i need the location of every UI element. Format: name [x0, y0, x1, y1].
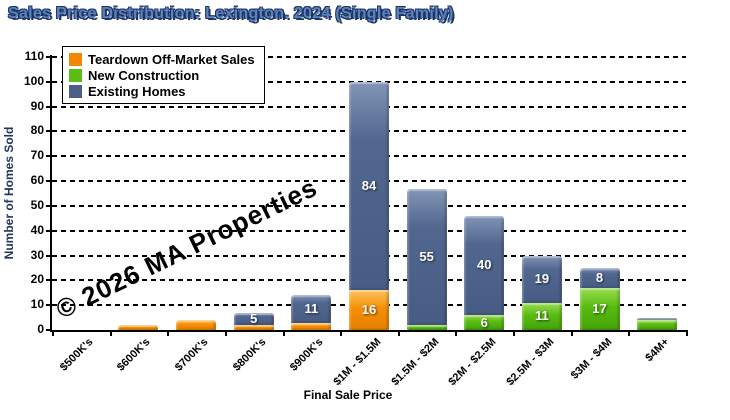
value-label: 5 [250, 310, 258, 326]
chart-title: Sales Price Distribution: Lexington. 202… [8, 5, 454, 22]
legend-label: Teardown Off-Market Sales [88, 51, 255, 67]
value-label: 19 [534, 271, 550, 287]
bar-segment-new-construction [637, 320, 678, 330]
y-tick-label: 30 [30, 247, 44, 262]
y-tick-label: 10 [30, 297, 44, 312]
y-tick-mark [46, 130, 52, 133]
y-tick-label: 80 [30, 123, 44, 138]
value-label: 16 [361, 302, 377, 318]
bar-segment-new-construction [579, 287, 620, 330]
value-label: 6 [480, 314, 488, 330]
value-label: 55 [419, 248, 434, 264]
legend-swatch-green [69, 68, 82, 82]
y-tick-mark [46, 229, 52, 232]
legend-label: New Construction [88, 67, 200, 83]
y-tick-mark [46, 180, 52, 183]
y-axis-line [50, 55, 52, 332]
x-tick-mark [513, 332, 516, 336]
x-tick-mark [167, 332, 170, 336]
y-tick-label: 100 [23, 73, 44, 88]
value-label: 84 [361, 178, 377, 194]
y-tick-label: 90 [30, 98, 44, 113]
x-axis-line [50, 330, 688, 332]
bar-segment-new-construction [464, 315, 505, 330]
value-label: 11 [304, 300, 319, 316]
x-tick-mark [455, 332, 458, 336]
y-tick-label: 50 [30, 197, 44, 212]
bar-segment-existing-homes [291, 295, 332, 323]
bar-segment-existing-homes [349, 81, 389, 291]
bar-segment-existing-homes [521, 255, 562, 303]
legend-swatch-blue [69, 84, 82, 98]
y-tick-mark [46, 304, 52, 307]
y-tick-mark [46, 80, 52, 83]
x-tick-mark [282, 332, 285, 336]
y-tick-mark [46, 105, 52, 108]
x-tick-mark [628, 332, 631, 336]
bar-segment-existing-homes [233, 312, 274, 326]
bar-segment-existing-homes [579, 267, 620, 288]
bar-segment-existing-homes [637, 317, 678, 321]
y-tick-label: 40 [30, 222, 44, 237]
y-tick-label: 70 [30, 148, 44, 163]
value-label: 8 [595, 269, 604, 285]
bar-segment-teardown-off-market-sales [176, 320, 217, 330]
bar-segment-new-construction [406, 325, 447, 330]
watermark: © 2026 MA Properties [51, 171, 323, 325]
bar-segment-existing-homes [406, 188, 447, 326]
x-tick-mark [397, 332, 400, 336]
x-tick-mark [340, 332, 343, 336]
value-label: 40 [477, 257, 492, 273]
x-tick-mark [109, 332, 112, 336]
bar-segment-new-construction [521, 302, 562, 330]
x-tick-mark [570, 332, 573, 336]
bar-segment-teardown-off-market-sales [291, 322, 332, 330]
value-label: 11 [535, 308, 549, 324]
y-tick-mark [46, 56, 52, 58]
gridline-110 [52, 56, 686, 58]
y-tick-label: 0 [37, 322, 44, 336]
y-tick-label: 60 [30, 173, 44, 188]
legend-item: Teardown Off-Market Sales [69, 51, 255, 67]
x-tick-mark [224, 332, 227, 336]
bar-segment-teardown-off-market-sales [349, 290, 389, 330]
x-tick-mark [686, 332, 688, 336]
legend-item: Existing Homes [69, 83, 255, 99]
x-tick-mark [52, 332, 54, 336]
legend-label: Existing Homes [88, 83, 186, 99]
bar-segment-teardown-off-market-sales [233, 325, 274, 330]
bar-segment-existing-homes [464, 215, 505, 316]
y-tick-mark [46, 204, 52, 207]
y-tick-mark [46, 329, 52, 331]
y-tick-label: 20 [30, 272, 44, 287]
bar-segment-teardown-off-market-sales [118, 325, 159, 330]
value-label: 17 [592, 300, 607, 316]
legend-item: New Construction [69, 67, 255, 83]
x-axis-title: Final Sale Price [303, 388, 393, 402]
y-tick-label: 110 [24, 49, 44, 63]
legend: Teardown Off-Market Sales New Constructio… [62, 46, 265, 104]
y-tick-mark [46, 279, 52, 282]
y-tick-mark [46, 155, 52, 158]
y-tick-mark [46, 254, 52, 257]
legend-swatch-orange [69, 52, 82, 66]
